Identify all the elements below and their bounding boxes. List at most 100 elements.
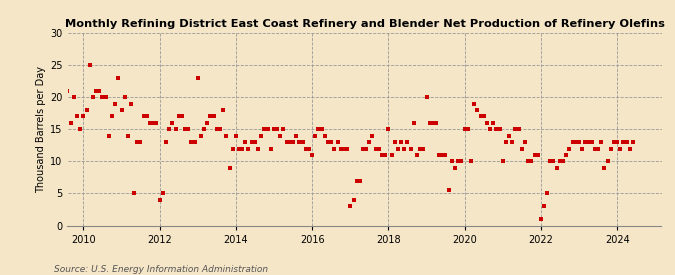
Point [246, 140, 257, 144]
Point [65, 121, 76, 125]
Point [43, 101, 54, 106]
Point [335, 146, 346, 151]
Point [49, 89, 60, 93]
Point [329, 146, 340, 151]
Point [399, 146, 410, 151]
Point [265, 146, 276, 151]
Point [608, 140, 619, 144]
Point [437, 153, 448, 157]
Point [504, 133, 514, 138]
Point [599, 166, 610, 170]
Point [593, 146, 603, 151]
Point [46, 82, 57, 87]
Point [554, 159, 565, 164]
Point [288, 140, 298, 144]
Point [377, 153, 387, 157]
Point [110, 101, 121, 106]
Point [596, 140, 607, 144]
Point [628, 140, 639, 144]
Point [542, 191, 553, 196]
Point [113, 76, 124, 80]
Point [72, 114, 82, 119]
Point [466, 159, 477, 164]
Point [269, 127, 279, 131]
Point [84, 63, 95, 67]
Point [224, 166, 235, 170]
Point [97, 95, 108, 99]
Point [252, 146, 263, 151]
Point [90, 89, 101, 93]
Point [380, 153, 391, 157]
Point [157, 191, 168, 196]
Point [317, 127, 327, 131]
Point [431, 121, 441, 125]
Point [40, 44, 51, 48]
Point [533, 153, 543, 157]
Point [198, 127, 209, 131]
Point [88, 95, 99, 99]
Point [326, 140, 337, 144]
Point [440, 153, 451, 157]
Point [339, 146, 350, 151]
Point [284, 140, 295, 144]
Point [291, 133, 302, 138]
Point [389, 140, 400, 144]
Point [551, 166, 562, 170]
Point [148, 121, 159, 125]
Point [373, 146, 384, 151]
Point [122, 133, 133, 138]
Point [202, 121, 213, 125]
Point [240, 140, 250, 144]
Point [354, 178, 365, 183]
Point [526, 159, 537, 164]
Point [62, 89, 73, 93]
Point [250, 140, 261, 144]
Point [192, 76, 203, 80]
Point [119, 95, 130, 99]
Point [427, 121, 438, 125]
Point [272, 127, 283, 131]
Point [132, 140, 142, 144]
Point [421, 95, 432, 99]
Point [332, 140, 343, 144]
Point [275, 133, 286, 138]
Point [100, 95, 111, 99]
Point [205, 114, 216, 119]
Point [494, 127, 505, 131]
Point [570, 140, 581, 144]
Point [624, 146, 635, 151]
Point [75, 127, 86, 131]
Point [371, 146, 381, 151]
Point [392, 146, 403, 151]
Point [396, 140, 406, 144]
Point [164, 127, 175, 131]
Point [364, 140, 375, 144]
Point [462, 127, 473, 131]
Point [263, 127, 273, 131]
Point [81, 108, 92, 112]
Point [386, 153, 397, 157]
Point [138, 114, 149, 119]
Point [425, 121, 435, 125]
Point [300, 146, 311, 151]
Point [475, 114, 486, 119]
Point [418, 146, 429, 151]
Point [243, 146, 254, 151]
Point [78, 114, 89, 119]
Point [221, 133, 232, 138]
Point [310, 133, 321, 138]
Point [231, 133, 242, 138]
Point [479, 114, 489, 119]
Point [453, 159, 464, 164]
Point [319, 133, 330, 138]
Point [218, 108, 229, 112]
Point [589, 146, 600, 151]
Point [237, 146, 248, 151]
Point [183, 127, 194, 131]
Point [94, 89, 105, 93]
Point [126, 101, 136, 106]
Point [501, 140, 512, 144]
Point [348, 198, 359, 202]
Point [196, 133, 207, 138]
Point [358, 146, 369, 151]
